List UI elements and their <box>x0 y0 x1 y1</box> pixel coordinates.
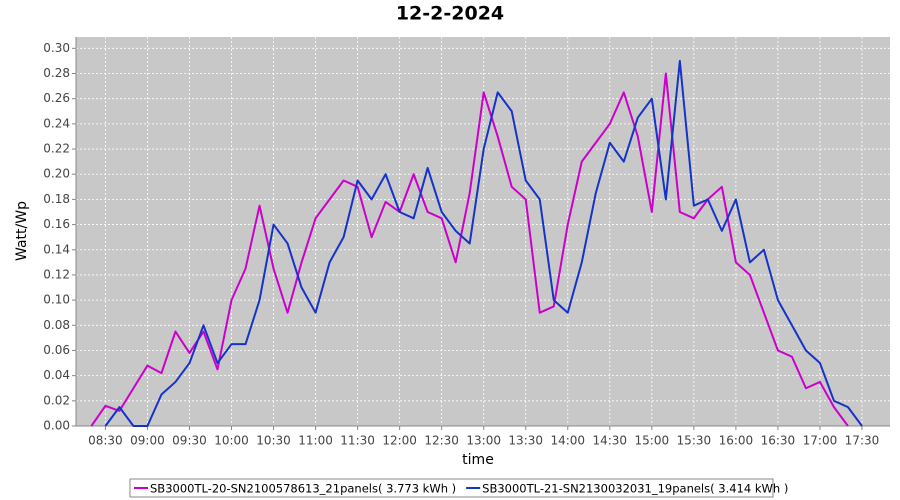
x-tick-label: 12:30 <box>424 434 459 448</box>
x-tick-label: 13:00 <box>466 434 501 448</box>
x-tick-label: 11:00 <box>298 434 333 448</box>
y-tick-label: 0.08 <box>43 318 70 332</box>
legend-label: SB3000TL-21-SN2130032031_19panels( 3.414… <box>482 482 788 496</box>
x-tick-label: 10:00 <box>214 434 249 448</box>
y-tick-label: 0.12 <box>43 267 70 281</box>
y-tick-label: 0.22 <box>43 142 70 156</box>
x-tick-label: 15:30 <box>677 434 712 448</box>
legend-label: SB3000TL-20-SN2100578613_21panels( 3.773… <box>150 482 456 496</box>
y-tick-label: 0.04 <box>43 368 70 382</box>
y-tick-label: 0.26 <box>43 91 70 105</box>
series-line <box>104 59 863 427</box>
x-tick-label: 14:30 <box>592 434 627 448</box>
y-tick-label: 0.30 <box>43 41 70 55</box>
y-tick-label: 0.02 <box>43 393 70 407</box>
x-tick-label: 08:30 <box>88 434 123 448</box>
x-tick-label: 17:00 <box>803 434 838 448</box>
x-tick-label: 15:00 <box>635 434 670 448</box>
x-tick-label: 11:30 <box>340 434 375 448</box>
y-axis-title: Watt/Wp <box>14 201 30 261</box>
y-tick-label: 0.00 <box>43 419 70 433</box>
x-tick-label: 16:00 <box>719 434 754 448</box>
x-tick-label: 10:30 <box>256 434 291 448</box>
y-tick-label: 0.10 <box>43 293 70 307</box>
legend <box>129 478 774 498</box>
series-line <box>90 72 849 427</box>
x-tick-label: 09:00 <box>130 434 165 448</box>
x-tick-label: 17:30 <box>845 434 880 448</box>
y-tick-label: 0.20 <box>43 167 70 181</box>
x-tick-label: 13:30 <box>508 434 543 448</box>
x-tick-label: 09:30 <box>172 434 207 448</box>
chart-title: 12-2-2024 <box>396 3 504 25</box>
x-tick-label: 14:00 <box>550 434 585 448</box>
y-tick-label: 0.14 <box>43 242 70 256</box>
x-tick-label: 12:00 <box>382 434 417 448</box>
y-tick-label: 0.24 <box>43 116 70 130</box>
x-tick-label: 16:30 <box>761 434 796 448</box>
y-tick-label: 0.28 <box>43 66 70 80</box>
y-tick-label: 0.06 <box>43 343 70 357</box>
y-tick-label: 0.16 <box>43 217 70 231</box>
x-axis-title: time <box>462 452 494 468</box>
y-tick-label: 0.18 <box>43 192 70 206</box>
